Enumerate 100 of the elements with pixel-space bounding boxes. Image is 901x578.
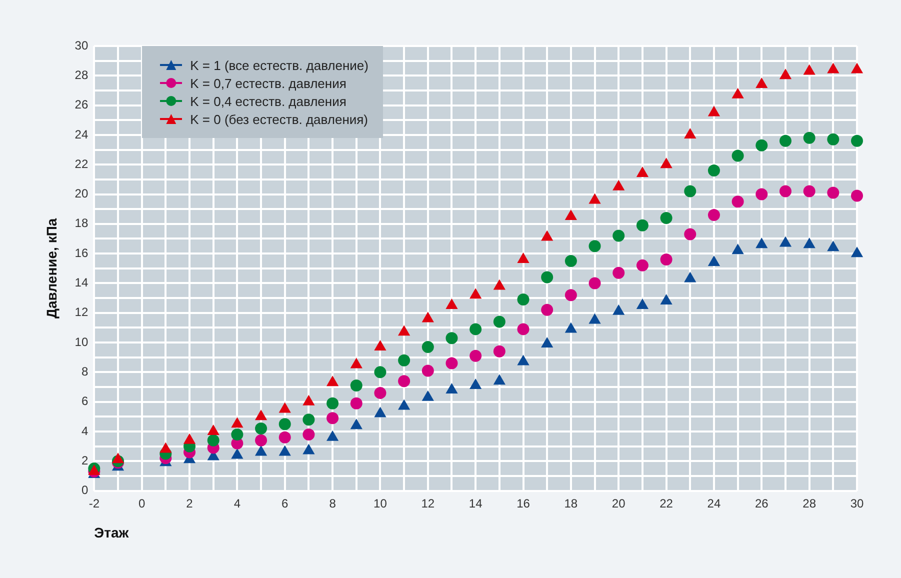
point bbox=[756, 188, 768, 200]
x-tick-label: 30 bbox=[850, 496, 864, 510]
point bbox=[636, 298, 649, 309]
point bbox=[564, 289, 577, 302]
point bbox=[374, 366, 386, 378]
point bbox=[588, 277, 601, 290]
point bbox=[851, 134, 863, 147]
point bbox=[112, 452, 124, 464]
x-tick-label: 24 bbox=[707, 496, 721, 510]
x-tick-label: -2 bbox=[88, 496, 100, 510]
point bbox=[588, 240, 601, 252]
x-tick-label: 14 bbox=[468, 496, 483, 510]
point bbox=[422, 364, 434, 377]
y-tick-label: 28 bbox=[74, 68, 88, 82]
point bbox=[732, 88, 744, 98]
point bbox=[660, 212, 672, 224]
x-tick-label: 2 bbox=[186, 496, 194, 510]
y-tick-label: 26 bbox=[74, 98, 88, 112]
x-tick-label: 20 bbox=[612, 496, 626, 510]
point bbox=[636, 166, 649, 178]
point bbox=[803, 185, 816, 198]
point bbox=[779, 185, 792, 198]
y-tick-label: 4 bbox=[81, 424, 88, 438]
x-tick-label: 0 bbox=[138, 496, 146, 510]
point bbox=[374, 340, 386, 350]
point bbox=[779, 134, 792, 147]
legend-label: K = 0,4 естеств. давления bbox=[190, 94, 346, 108]
point bbox=[612, 180, 625, 190]
point bbox=[827, 62, 840, 74]
point bbox=[827, 133, 840, 146]
point bbox=[612, 266, 625, 279]
point bbox=[470, 350, 482, 362]
point bbox=[779, 236, 792, 247]
x-tick-label: 12 bbox=[421, 496, 435, 510]
y-tick-label: 22 bbox=[74, 156, 88, 171]
legend-label: K = 1 (все естеств. давление) bbox=[190, 58, 368, 72]
point bbox=[708, 209, 720, 222]
point bbox=[350, 397, 362, 410]
point bbox=[302, 444, 315, 454]
x-tick-label: 28 bbox=[802, 496, 816, 510]
y-tick-label: 12 bbox=[74, 305, 88, 320]
point bbox=[207, 434, 220, 446]
y-tick-label: 16 bbox=[74, 246, 88, 260]
point bbox=[708, 164, 720, 177]
point bbox=[207, 424, 220, 435]
x-tick-label: 10 bbox=[374, 496, 388, 510]
x-tick-label: 6 bbox=[282, 496, 289, 510]
point bbox=[422, 312, 434, 322]
y-tick-label: 24 bbox=[74, 127, 88, 142]
point bbox=[278, 431, 291, 444]
y-tick-label: 30 bbox=[74, 38, 88, 52]
x-tick-label: 22 bbox=[660, 496, 674, 510]
point bbox=[302, 394, 315, 406]
point bbox=[684, 272, 696, 282]
point bbox=[732, 244, 744, 254]
point bbox=[470, 378, 482, 390]
point bbox=[231, 428, 244, 440]
point bbox=[231, 417, 244, 428]
y-tick-label: 14 bbox=[74, 276, 88, 290]
point bbox=[350, 418, 362, 430]
point bbox=[254, 445, 268, 456]
y-tick-label: 6 bbox=[81, 394, 88, 408]
point bbox=[278, 418, 291, 430]
x-tick-label: 4 bbox=[234, 496, 241, 510]
point bbox=[803, 64, 816, 75]
point bbox=[850, 246, 864, 258]
point bbox=[636, 219, 648, 232]
point bbox=[756, 238, 768, 248]
point bbox=[255, 434, 268, 446]
point bbox=[612, 304, 625, 315]
point bbox=[446, 357, 458, 370]
point bbox=[517, 323, 530, 336]
point bbox=[588, 313, 601, 324]
point bbox=[564, 254, 577, 267]
point bbox=[732, 150, 744, 162]
point bbox=[851, 190, 863, 202]
point bbox=[183, 433, 196, 444]
point bbox=[398, 375, 410, 388]
point bbox=[470, 288, 482, 299]
y-axis-title: Давление, кПа bbox=[43, 218, 60, 318]
point bbox=[803, 238, 816, 248]
point bbox=[541, 304, 554, 316]
point bbox=[541, 230, 554, 241]
point bbox=[254, 410, 268, 420]
point bbox=[779, 68, 792, 80]
point bbox=[660, 254, 672, 266]
y-tick-label: 20 bbox=[74, 186, 88, 201]
point bbox=[827, 186, 840, 199]
point bbox=[803, 132, 816, 144]
point bbox=[326, 376, 339, 386]
point bbox=[684, 128, 696, 138]
point bbox=[850, 62, 864, 74]
point bbox=[732, 196, 744, 208]
point bbox=[398, 325, 410, 336]
point bbox=[708, 106, 720, 116]
y-tick-label: 8 bbox=[81, 364, 88, 378]
point bbox=[684, 185, 696, 198]
point bbox=[541, 337, 554, 348]
point bbox=[588, 193, 601, 204]
point bbox=[493, 374, 506, 385]
